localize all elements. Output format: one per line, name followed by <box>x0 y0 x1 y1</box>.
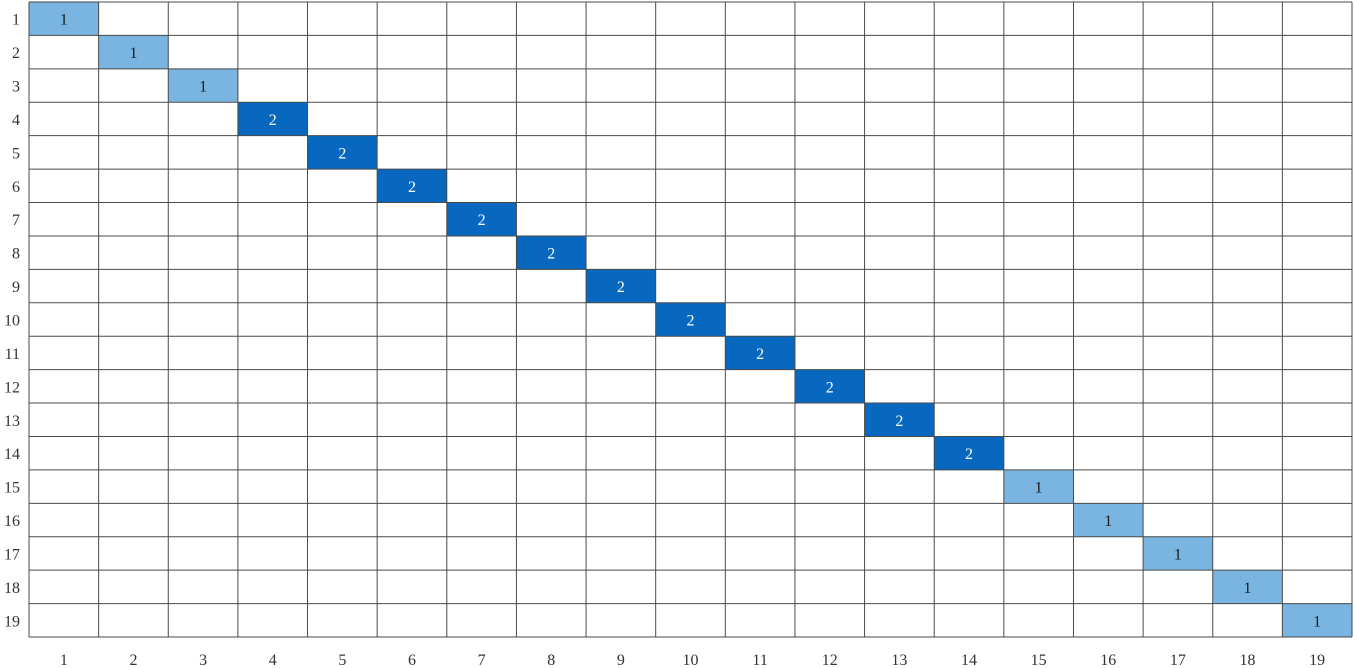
cell-value-label: 2 <box>547 246 555 263</box>
heatmap-cell <box>446 202 517 236</box>
y-tick-label: 8 <box>12 246 20 263</box>
cell-value-label: 2 <box>478 212 486 229</box>
y-tick-label: 16 <box>4 513 20 530</box>
heatmap-cell <box>516 235 587 270</box>
y-tick-label: 18 <box>4 580 20 597</box>
heatmap-cell <box>934 436 1004 470</box>
cells-layer <box>29 2 1352 637</box>
y-tick-label: 2 <box>12 45 20 62</box>
x-tick-label: 17 <box>1170 652 1186 668</box>
y-tick-label: 17 <box>4 546 20 563</box>
y-tick-label: 13 <box>4 413 20 430</box>
x-tick-label: 5 <box>338 652 346 668</box>
x-tick-label: 19 <box>1309 652 1325 668</box>
x-tick-label: 15 <box>1031 652 1047 668</box>
heatmap-cell <box>1212 570 1283 604</box>
cell-value-label: 1 <box>1174 546 1182 563</box>
cell-value-label: 1 <box>129 45 137 62</box>
x-axis-ticks: 1 2 3 4 5 6 7 8 9 10 11 12 13 14 15 16 17 18 19 <box>60 652 1325 668</box>
x-tick-label: 7 <box>478 652 486 668</box>
heatmap-cell <box>1003 469 1074 504</box>
y-tick-label: 3 <box>12 79 20 96</box>
heatmap-cell <box>29 2 99 36</box>
y-tick-label: 11 <box>5 346 20 363</box>
cell-value-label: 1 <box>1313 613 1321 630</box>
cell-value-label: 1 <box>1104 513 1112 530</box>
y-tick-label: 14 <box>4 446 20 463</box>
y-tick-label: 1 <box>12 12 20 29</box>
y-tick-label: 5 <box>12 145 20 162</box>
cell-value-label: 2 <box>756 346 764 363</box>
cell-value-label: 2 <box>338 145 346 162</box>
heatmap-cell <box>237 102 308 136</box>
heatmap-cell <box>794 369 865 404</box>
cell-value-label: 2 <box>895 413 903 430</box>
x-tick-label: 14 <box>961 652 977 668</box>
cell-labels-layer: 1 1 1 2 2 2 2 2 2 2 2 2 2 2 1 1 1 1 1 <box>60 12 1321 631</box>
x-tick-label: 10 <box>683 652 699 668</box>
x-tick-label: 16 <box>1100 652 1116 668</box>
x-tick-label: 3 <box>199 652 207 668</box>
cell-value-label: 2 <box>965 446 973 463</box>
heatmap-cell <box>586 269 656 303</box>
heatmap-cell <box>307 135 378 170</box>
cell-value-label: 2 <box>617 279 625 296</box>
x-tick-label: 13 <box>891 652 907 668</box>
cell-value-label: 1 <box>199 79 207 96</box>
heatmap-cell <box>98 35 169 69</box>
grid-layer <box>28 1 1353 638</box>
y-tick-label: 7 <box>12 212 20 229</box>
y-tick-label: 12 <box>4 379 20 396</box>
cell-value-label: 2 <box>269 112 277 129</box>
x-tick-label: 2 <box>129 652 137 668</box>
x-tick-label: 12 <box>822 652 838 668</box>
x-tick-label: 9 <box>617 652 625 668</box>
y-tick-label: 6 <box>12 179 20 196</box>
heatmap-cell <box>864 403 935 437</box>
x-tick-label: 4 <box>269 652 277 668</box>
heatmap-cell <box>1143 536 1213 571</box>
x-tick-label: 6 <box>408 652 416 668</box>
y-tick-label: 15 <box>4 480 20 497</box>
cell-value-label: 1 <box>1035 480 1043 497</box>
x-tick-label: 11 <box>752 652 767 668</box>
heatmap-cell <box>1073 503 1144 537</box>
cell-value-label: 2 <box>687 313 695 330</box>
x-tick-label: 8 <box>547 652 555 668</box>
y-tick-label: 10 <box>4 313 20 330</box>
cell-value-label: 2 <box>408 179 416 196</box>
y-tick-label: 4 <box>12 112 20 129</box>
cell-value-label: 1 <box>1244 580 1252 597</box>
heatmap-cell <box>725 336 795 370</box>
heatmap-cell <box>1282 603 1352 637</box>
heatmap-cell <box>655 302 726 337</box>
y-tick-label: 19 <box>4 613 20 630</box>
heatmap-cell <box>168 68 238 103</box>
cell-value-label: 1 <box>60 12 68 29</box>
x-tick-label: 1 <box>60 652 68 668</box>
cell-value-label: 2 <box>826 379 834 396</box>
y-tick-label: 9 <box>12 279 20 296</box>
heatmap-cell <box>377 169 447 203</box>
x-tick-label: 18 <box>1240 652 1256 668</box>
